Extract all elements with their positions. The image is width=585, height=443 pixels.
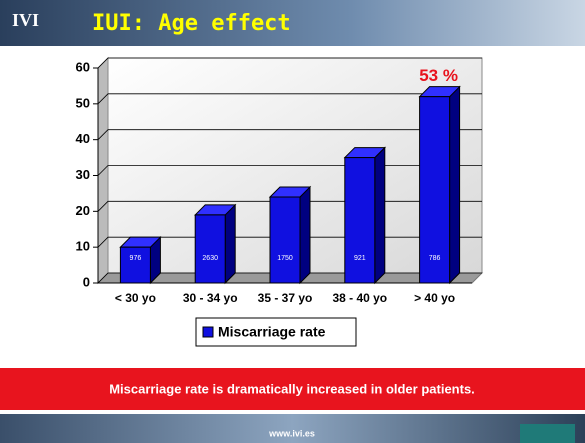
y-tick-label: 60 [76,59,90,74]
bar [419,96,451,284]
logo: IVI [12,10,39,30]
bar [344,157,376,284]
x-tick-label: 38 - 40 yo [332,291,387,305]
header [0,0,585,46]
footer [0,414,585,443]
bar-count: 976 [130,255,142,262]
banner [0,368,585,410]
x-tick-label: > 40 yo [414,291,455,305]
bar-count: 786 [429,255,441,262]
legend-swatch [202,326,214,338]
bar-count: 921 [354,255,366,262]
x-tick-label: 35 - 37 yo [258,291,313,305]
y-tick-label: 30 [76,167,90,182]
bar [269,196,301,284]
grid-line [97,93,482,105]
x-tick-label: 30 - 34 yo [183,291,238,305]
x-tick-label: < 30 yo [115,291,156,305]
y-tick-label: 20 [76,203,90,218]
grid-line [97,129,482,140]
y-tick-label: 40 [76,131,90,146]
legend-label: Miscarriage rate [218,324,326,340]
chart-title: IUI: Age effect [92,11,291,36]
y-tick-label: 10 [76,239,90,254]
bar-count: 2630 [202,255,218,262]
bar-side [374,146,386,285]
y-tick-label: 50 [76,95,90,110]
y-tick-label: 0 [83,274,90,289]
bar-side [299,185,311,285]
annotation: 53 % [419,66,458,85]
bar-count: 1750 [277,255,293,262]
banner-text: Miscarriage rate is dramatically increas… [109,381,475,396]
bar [119,246,151,284]
grid-line [97,57,482,69]
chart: 0 10 20 30 40 50 60 < 30 yo 976 30 - 34 yo 2630 35 … [76,56,484,347]
bar-side [449,85,461,285]
footer-text: www.ivi.es [268,428,315,438]
bar-side [224,203,236,285]
legend-box [195,317,357,347]
bar [194,214,226,284]
footer-badge [520,424,575,443]
